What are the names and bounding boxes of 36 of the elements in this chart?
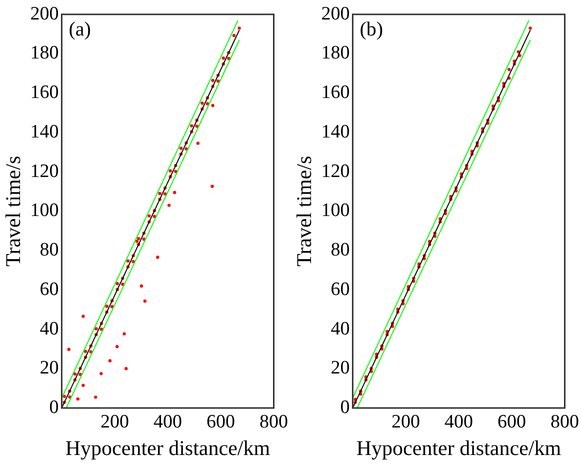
y-tick-label: 60 (330, 278, 350, 300)
x-tick-label: 200 (100, 411, 129, 432)
x-tick-label: 200 (391, 411, 420, 432)
y-tick-label: 0 (49, 396, 59, 418)
x-tick-label: 400 (444, 411, 473, 432)
annotation: (b) (360, 18, 384, 41)
x-axis-title: Hypocenter distance/km (356, 436, 562, 460)
y-tick-label: 80 (330, 240, 350, 261)
y-tick-label: 200 (30, 3, 59, 24)
y-tick-label: 160 (321, 82, 350, 104)
y-axis-title: Travel time/s (1, 156, 26, 267)
y-tick-label: 0 (340, 396, 350, 418)
y-tick-label: 120 (30, 160, 59, 182)
y-tick-label: 100 (321, 200, 350, 222)
y-tick-label: 180 (321, 42, 350, 64)
y-tick-label: 140 (30, 121, 59, 142)
x-tick-label: 400 (153, 411, 182, 432)
x-tick-label: 800 (260, 411, 288, 432)
y-tick-label: 200 (321, 3, 350, 24)
y-tick-label: 20 (330, 358, 350, 379)
x-tick-label: 800 (550, 411, 579, 432)
y-tick-label: 140 (321, 121, 350, 142)
x-tick-label: 600 (206, 411, 235, 432)
x-tick-label: 600 (497, 411, 526, 432)
y-axis-title: Travel time/s (292, 156, 316, 267)
y-tick-label: 60 (40, 278, 59, 300)
y-tick-label: 20 (40, 358, 59, 379)
y-tick-label: 160 (30, 82, 59, 104)
y-tick-label: 120 (321, 160, 350, 182)
y-tick-label: 100 (30, 200, 59, 222)
y-tick-label: 80 (40, 240, 59, 261)
x-axis-title: Hypocenter distance/km (65, 436, 270, 460)
y-tick-label: 40 (40, 318, 59, 340)
y-tick-label: 180 (30, 42, 59, 64)
annotation: (a) (68, 18, 91, 41)
y-tick-label: 40 (330, 318, 350, 340)
